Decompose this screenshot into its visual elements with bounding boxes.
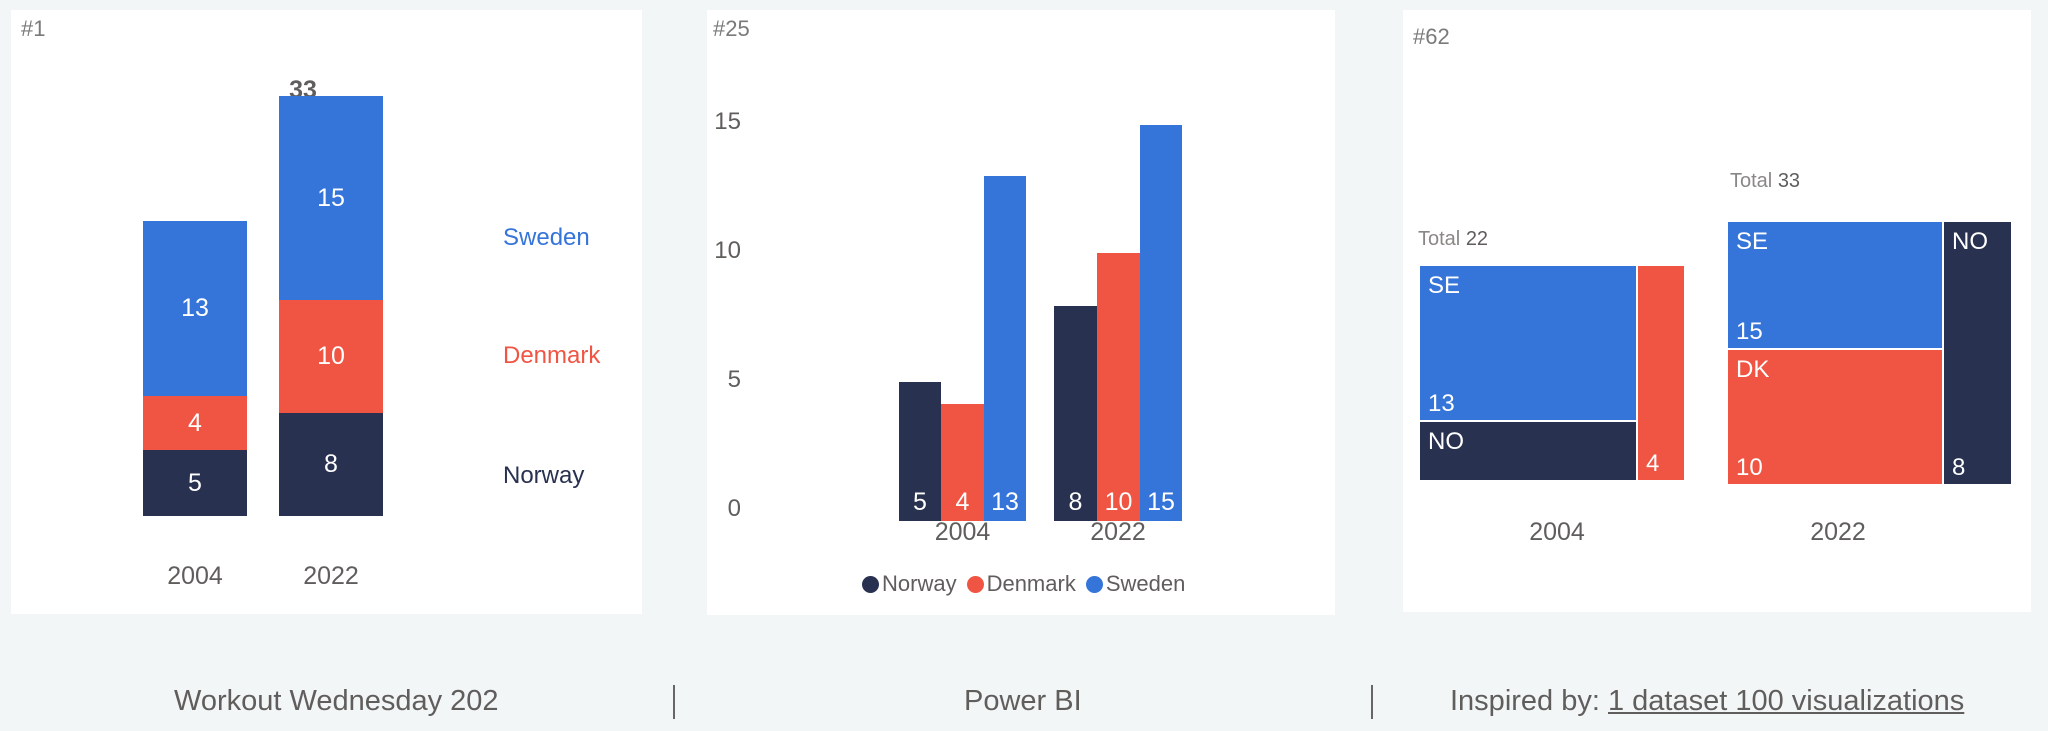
bar-2004-sweden[interactable]: 13 [984,176,1026,521]
legend-item-sweden[interactable]: Sweden [1085,571,1185,597]
denmark-dot-icon [966,575,984,593]
bar-2022-denmark[interactable]: 10 [279,300,383,413]
bar-2004-denmark[interactable]: 4 [941,404,984,521]
panel-treemap: #62 Total 22 SE 13 NO 4 Total 33 SE 15 D… [1403,10,2031,612]
footer-divider [673,685,675,719]
footer-center-title: Power BI [964,685,1082,717]
y-tick-10: 10 [714,237,741,264]
bar-2004-norway[interactable]: 5 [143,450,247,516]
treemap-total-2022: Total 33 [1730,170,1801,192]
x-label-2022: 2022 [1810,518,1866,546]
sweden-dot-icon [1085,575,1103,593]
bar-2022-sweden[interactable]: 15 [1140,125,1182,521]
bar-2022-sweden[interactable]: 15 [279,96,383,300]
x-label-2004: 2004 [1529,518,1585,546]
bar-2022-norway[interactable]: 8 [1054,306,1097,521]
bar-2022-denmark[interactable]: 10 [1097,253,1140,521]
legend-sweden[interactable]: Sweden [503,224,590,251]
bar-2004-norway[interactable]: 5 [899,382,941,521]
bar-2022-norway[interactable]: 8 [279,413,383,516]
y-tick-5: 5 [727,366,741,393]
footer-left-title: Workout Wednesday 202 [174,685,499,717]
panel-clustered-bar: #25 15 10 5 0 5 4 13 8 10 15 2004 2022 N… [707,10,1335,615]
legend-denmark[interactable]: Denmark [503,342,601,369]
x-label-2022: 2022 [303,562,359,590]
panel-tag: #1 [21,16,46,41]
y-tick-15: 15 [714,108,741,135]
tile-2004-dk[interactable]: 4 [1636,264,1686,482]
norway-dot-icon [862,575,879,593]
footer-divider [1371,685,1373,719]
tile-2004-se[interactable]: SE 13 [1418,264,1638,422]
treemap-total-2004: Total 22 [1418,228,1489,250]
tile-2022-se[interactable]: SE 15 [1726,220,1944,350]
tile-2004-no[interactable]: NO [1418,420,1638,482]
bar-2004-sweden[interactable]: 13 [143,221,247,396]
legend: Norway Denmark Sweden [862,571,1191,597]
bar-2004-denmark[interactable]: 4 [143,396,247,450]
legend-norway[interactable]: Norway [503,462,585,489]
tile-2022-no[interactable]: NO 8 [1942,220,2013,486]
y-tick-0: 0 [727,495,741,522]
tile-2022-dk[interactable]: DK 10 [1726,348,1944,486]
legend-item-denmark[interactable]: Denmark [966,571,1076,597]
panel-stacked-bar: #1 22 13 4 5 33 15 10 8 2004 2022 Sweden… [11,10,642,614]
x-label-2022: 2022 [1090,518,1146,546]
legend-item-norway[interactable]: Norway [862,571,957,597]
x-label-2004: 2004 [934,518,991,546]
x-label-2004: 2004 [167,562,223,590]
inspiration-link[interactable]: 1 dataset 100 visualizations [1607,685,1965,717]
footer-inspired-by: Inspired by: 1 dataset 100 visualization… [1450,685,1965,717]
panel-tag: #62 [1413,24,1450,49]
panel-tag: #25 [713,16,750,41]
